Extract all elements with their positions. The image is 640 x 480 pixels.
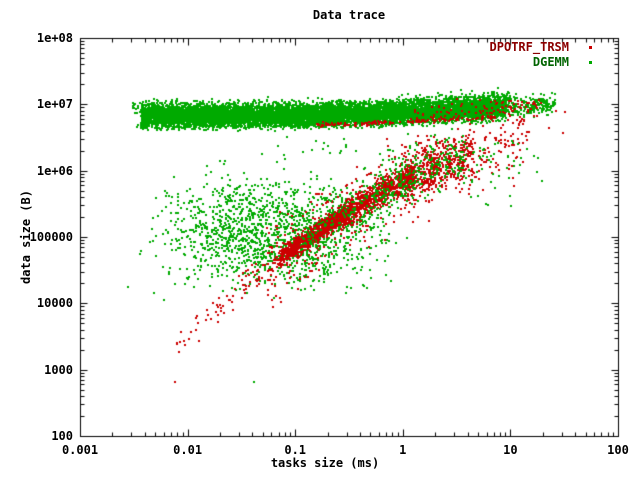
y-tick-label: 100000 — [29, 230, 73, 244]
x-tick-label: 0.001 — [61, 443, 99, 457]
x-tick-label: 0.01 — [173, 443, 203, 457]
y-tick-label: 1000 — [44, 362, 73, 377]
x-tick-label: 10 — [503, 443, 518, 457]
legend-marker-dot — [589, 61, 592, 64]
chart-title: Data trace — [312, 8, 386, 22]
legend-entry: DGEMM — [490, 55, 594, 70]
legend-label: DPOTRF_TRSM — [489, 40, 569, 54]
x-tick-label: 100 — [607, 443, 629, 457]
legend-entry: DPOTRF_TRSM — [490, 40, 594, 55]
y-tick-label: 100 — [51, 429, 73, 443]
x-axis-label: tasks size (ms) — [270, 456, 380, 470]
legend: DPOTRF_TRSM DGEMM — [490, 40, 594, 70]
y-tick-label: 10000 — [36, 296, 73, 311]
x-tick-label: 1 — [399, 443, 407, 457]
y-tick-label: 1e+08 — [36, 31, 73, 45]
y-tick-label: 1e+06 — [36, 163, 73, 178]
y-tick-label: 1e+07 — [36, 97, 73, 112]
x-tick-label: 0.1 — [284, 443, 307, 457]
legend-label: DGEMM — [532, 55, 569, 69]
legend-marker-dot — [589, 46, 592, 49]
